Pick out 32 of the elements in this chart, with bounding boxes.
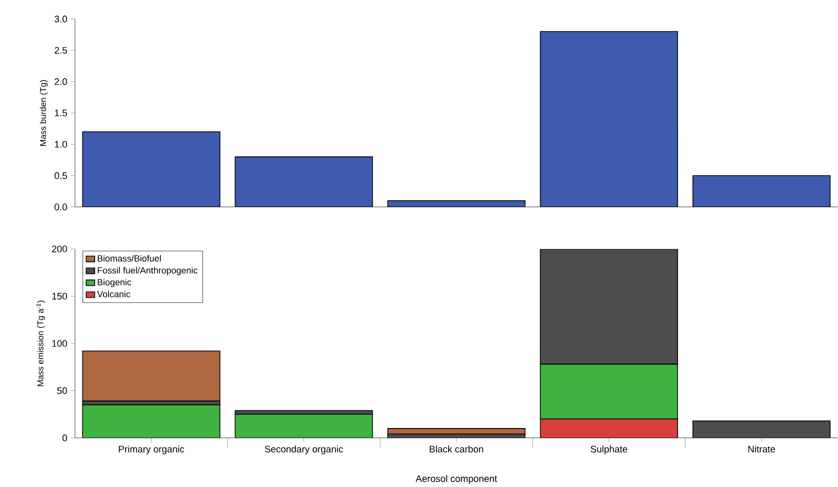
y-tick-label: 0 bbox=[62, 434, 68, 442]
legend-label: Volcanic bbox=[97, 290, 130, 298]
bar bbox=[234, 414, 373, 438]
x-tick-label: Sulphate bbox=[590, 446, 628, 454]
x-tick-label: Secondary organic bbox=[264, 446, 344, 454]
y-tick-label: 0.0 bbox=[54, 204, 68, 210]
bar bbox=[82, 350, 220, 402]
bar bbox=[82, 131, 220, 207]
y-tick-label: 3.0 bbox=[54, 16, 68, 22]
y-tick-label: 0.5 bbox=[54, 172, 67, 179]
y-tick-label: 150 bbox=[52, 292, 68, 300]
bar bbox=[540, 31, 678, 207]
x-tick-label: Black carbon bbox=[430, 446, 484, 452]
x-axis-title: Aerosol component bbox=[416, 475, 498, 484]
bar bbox=[540, 364, 678, 420]
y-tick-label: 2.5 bbox=[54, 46, 67, 54]
bar bbox=[692, 175, 831, 207]
x-tick-label: Nitrate bbox=[748, 446, 776, 452]
x-tick-label: Primary organic bbox=[118, 446, 184, 454]
y-axis-title: Mass emission (Tg a$^{-1}$) bbox=[36, 300, 46, 386]
y-tick-label: 1.5 bbox=[54, 110, 67, 116]
legend-label: Fossil fuel/Anthropogenic bbox=[98, 266, 198, 276]
y-tick-label: 50 bbox=[57, 387, 68, 394]
bar bbox=[234, 156, 373, 207]
y-tick-label: 100 bbox=[52, 340, 68, 347]
legend-label: Biogenic bbox=[98, 278, 132, 288]
y-axis-title: Mass burden (Tg) bbox=[40, 80, 48, 146]
y-tick-label: 2.0 bbox=[54, 78, 68, 85]
y-tick-label: 200 bbox=[52, 246, 68, 252]
legend-label: Biomass/Biofuel bbox=[98, 255, 161, 262]
bar bbox=[82, 404, 220, 438]
y-tick-label: 1.0 bbox=[54, 140, 68, 148]
